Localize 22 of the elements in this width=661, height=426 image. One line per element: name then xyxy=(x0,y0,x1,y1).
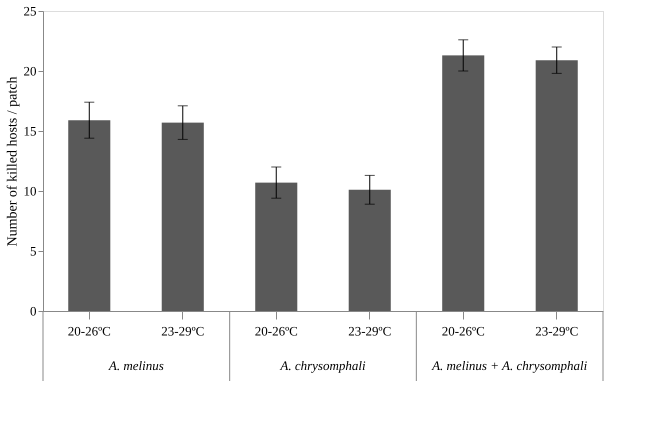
bar xyxy=(162,122,204,311)
y-tick-label: 25 xyxy=(24,4,36,18)
y-tick-label: 0 xyxy=(30,304,36,318)
bar xyxy=(442,55,484,311)
y-tick-label: 5 xyxy=(30,244,36,258)
y-tick-label: 20 xyxy=(24,64,36,78)
text: A. chrysomphali xyxy=(279,358,366,373)
text: A. melinus + A. chrysomphali xyxy=(431,358,588,373)
text: A. melinus xyxy=(108,358,164,373)
x-tick-label: 20-26ºC xyxy=(68,324,111,338)
x-tick-label: 23-29ºC xyxy=(161,324,204,338)
x-tick-label: 20-26ºC xyxy=(254,324,298,338)
y-axis-title: Number of killed hosts / patch xyxy=(6,76,20,246)
bar xyxy=(348,190,391,311)
x-tick-label: 23-29ºC xyxy=(535,324,578,338)
x-tick-label: 20-26ºC xyxy=(442,324,485,338)
bar xyxy=(68,120,110,311)
y-tick-label: 15 xyxy=(24,124,36,138)
bar xyxy=(536,60,578,311)
x-tick-label: 23-29ºC xyxy=(348,324,392,338)
bar xyxy=(255,182,298,311)
y-tick-label: 10 xyxy=(24,184,36,198)
